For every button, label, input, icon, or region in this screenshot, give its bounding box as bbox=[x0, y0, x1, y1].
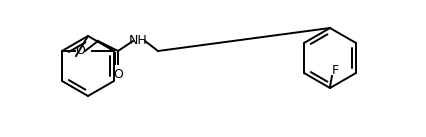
Text: O: O bbox=[113, 68, 123, 81]
Text: F: F bbox=[331, 64, 339, 76]
Text: NH: NH bbox=[129, 35, 147, 48]
Text: O: O bbox=[75, 45, 85, 58]
